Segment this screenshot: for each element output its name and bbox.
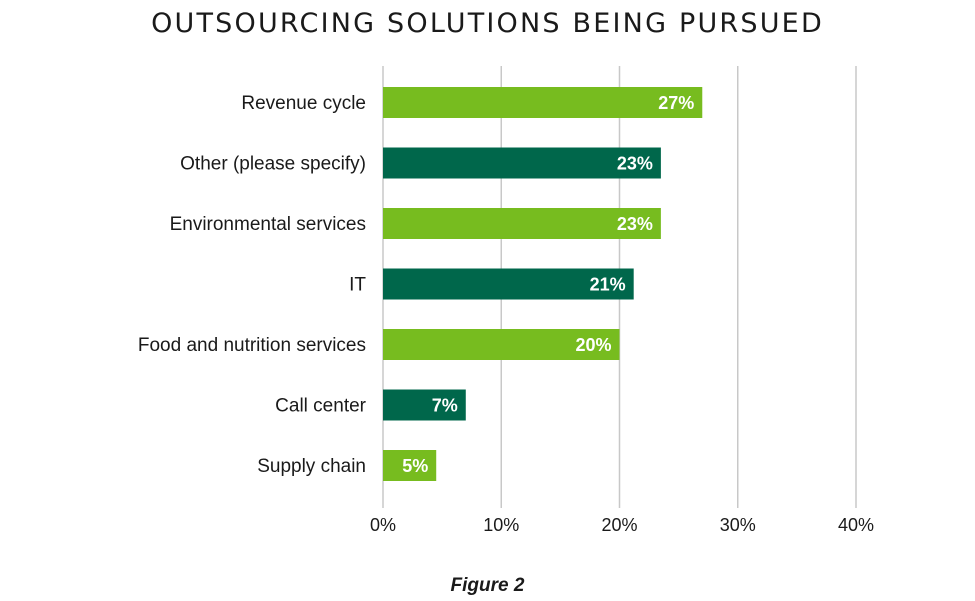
x-tick-label: 30% <box>720 515 756 535</box>
category-label: Revenue cycle <box>241 93 366 114</box>
bar <box>383 389 466 421</box>
category-label: Environmental services <box>170 214 366 235</box>
category-label: IT <box>349 275 366 296</box>
data-label: 27% <box>658 93 694 113</box>
bar <box>383 329 620 360</box>
bar <box>383 87 703 118</box>
data-label: 23% <box>617 154 653 174</box>
data-label: 7% <box>432 396 458 416</box>
data-label: 23% <box>617 214 653 234</box>
x-tick-label: 10% <box>483 515 519 535</box>
chart-title: OUTSOURCING SOLUTIONS BEING PURSUED <box>151 8 824 39</box>
x-tick-label: 0% <box>370 515 396 535</box>
data-label: 5% <box>402 456 428 476</box>
x-tick-label: 40% <box>838 515 874 535</box>
bar <box>383 147 661 179</box>
data-label: 21% <box>590 275 626 295</box>
bar <box>383 268 634 300</box>
category-label: Call center <box>275 396 366 417</box>
data-label: 20% <box>575 335 611 355</box>
category-label: Other (please specify) <box>180 154 366 175</box>
x-tick-label: 20% <box>601 515 637 535</box>
bar <box>383 208 661 239</box>
figure-caption: Figure 2 <box>450 575 525 596</box>
bar <box>383 450 437 481</box>
category-label: Supply chain <box>257 456 366 477</box>
category-label: Food and nutrition services <box>138 335 366 356</box>
